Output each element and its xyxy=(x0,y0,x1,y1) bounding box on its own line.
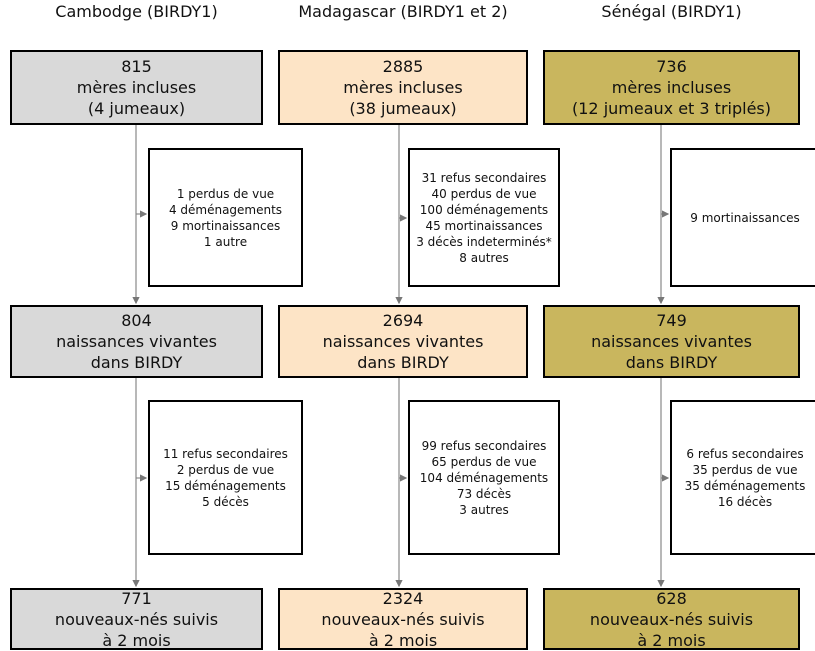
text-line: 40 perdus de vue xyxy=(431,186,537,201)
text-line: 35 déménagements xyxy=(684,478,806,493)
step-box: 749 naissances vivantes dans BIRDY xyxy=(543,305,800,378)
text-line: dans BIRDY xyxy=(625,353,718,372)
text-line: dans BIRDY xyxy=(90,353,183,372)
text-line: 35 perdus de vue xyxy=(692,462,798,477)
text-line: (4 jumeaux) xyxy=(87,99,186,118)
text-line: naissances vivantes xyxy=(322,332,484,351)
text-line: 3 décès indeterminés* xyxy=(416,234,552,249)
text-line: 45 mortinaissances xyxy=(425,218,543,233)
text-line: 100 déménagements xyxy=(419,202,549,217)
column-header: Sénégal (BIRDY1) xyxy=(601,2,742,21)
text-line: 2885 xyxy=(382,57,424,76)
text-line: 3 autres xyxy=(459,502,509,517)
text-line: 73 décès xyxy=(456,486,512,501)
step-box: 2694 naissances vivantes dans BIRDY xyxy=(278,305,528,378)
text-line: à 2 mois xyxy=(102,630,171,650)
text-line: 4 déménagements xyxy=(168,202,283,217)
text-line: 804 xyxy=(121,311,152,330)
step-box: 736 mères incluses (12 jumeaux et 3 triplé… xyxy=(543,50,800,125)
text-line: naissances vivantes xyxy=(56,332,217,351)
text-line: 8 autres xyxy=(459,250,509,265)
text-line: 15 déménagements xyxy=(165,478,286,493)
exclusion-box: 31 refus secondaires 40 perdus de vue 100 … xyxy=(408,148,560,287)
text-line: 1 autre xyxy=(203,234,248,249)
column-header: Cambodge (BIRDY1) xyxy=(55,2,218,21)
step-box: 2885 mères incluses (38 jumeaux) xyxy=(278,50,528,125)
step-box: 771 nouveaux-nés suivis à 2 mois xyxy=(10,588,263,650)
page: (() => { const data = JSON.parse(documen… xyxy=(10,2,815,650)
text-line: (38 jumeaux) xyxy=(349,99,457,118)
exclusion-box: 6 refus secondaires 35 perdus de vue 35 dé… xyxy=(670,400,815,555)
text-line: mères incluses xyxy=(343,78,463,97)
exclusion-box: 1 perdus de vue 4 déménagements 9 mortinai… xyxy=(148,148,303,287)
text-line: 104 déménagements xyxy=(419,470,549,485)
text-line: 2 perdus de vue xyxy=(176,462,275,477)
text-line: 771 xyxy=(121,588,152,608)
step-box: 804 naissances vivantes dans BIRDY xyxy=(10,305,263,378)
text-line: nouveaux-nés suivis xyxy=(589,609,754,629)
text-line: dans BIRDY xyxy=(357,353,449,372)
text-line: 2324 xyxy=(382,588,424,608)
text-line: 9 mortinaissances xyxy=(690,210,800,225)
text-line: à 2 mois xyxy=(368,630,438,650)
text-line: mères incluses xyxy=(611,78,732,97)
text-line: à 2 mois xyxy=(637,630,706,650)
text-line: naissances vivantes xyxy=(591,332,752,351)
text-line: 65 perdus de vue xyxy=(431,454,537,469)
text-line: 815 xyxy=(121,57,152,76)
text-line: 2694 xyxy=(382,311,424,330)
text-line: nouveaux-nés suivis xyxy=(321,609,485,629)
text-line: 16 décès xyxy=(717,494,773,509)
text-line: 31 refus secondaires xyxy=(421,170,547,185)
text-line: 6 refus secondaires xyxy=(686,446,804,461)
exclusion-box: 99 refus secondaires 65 perdus de vue 104 … xyxy=(408,400,560,555)
connectors xyxy=(132,125,670,588)
text-line: 749 xyxy=(656,311,687,330)
text-line: 1 perdus de vue xyxy=(176,186,275,201)
column-header: Madagascar (BIRDY1 et 2) xyxy=(298,2,508,21)
step-box: 2324 nouveaux-nés suivis à 2 mois xyxy=(278,588,528,650)
text-line: nouveaux-nés suivis xyxy=(54,609,219,629)
text-line: 9 mortinaissances xyxy=(170,218,281,233)
text-line: 736 xyxy=(656,57,687,76)
exclusion-box: 11 refus secondaires 2 perdus de vue 15 dé… xyxy=(148,400,303,555)
text-line: (12 jumeaux et 3 triplés) xyxy=(572,99,771,118)
step-box: 815 mères incluses (4 jumeaux) xyxy=(10,50,263,125)
text-line: 628 xyxy=(656,588,687,608)
text-line: mères incluses xyxy=(76,78,197,97)
text-line: 11 refus secondaires xyxy=(163,446,288,461)
exclusion-box: 9 mortinaissances xyxy=(670,148,815,287)
text-line: 99 refus secondaires xyxy=(421,438,547,453)
text-line: 5 décès xyxy=(202,494,249,509)
step-box: 628 nouveaux-nés suivis à 2 mois xyxy=(543,588,800,650)
